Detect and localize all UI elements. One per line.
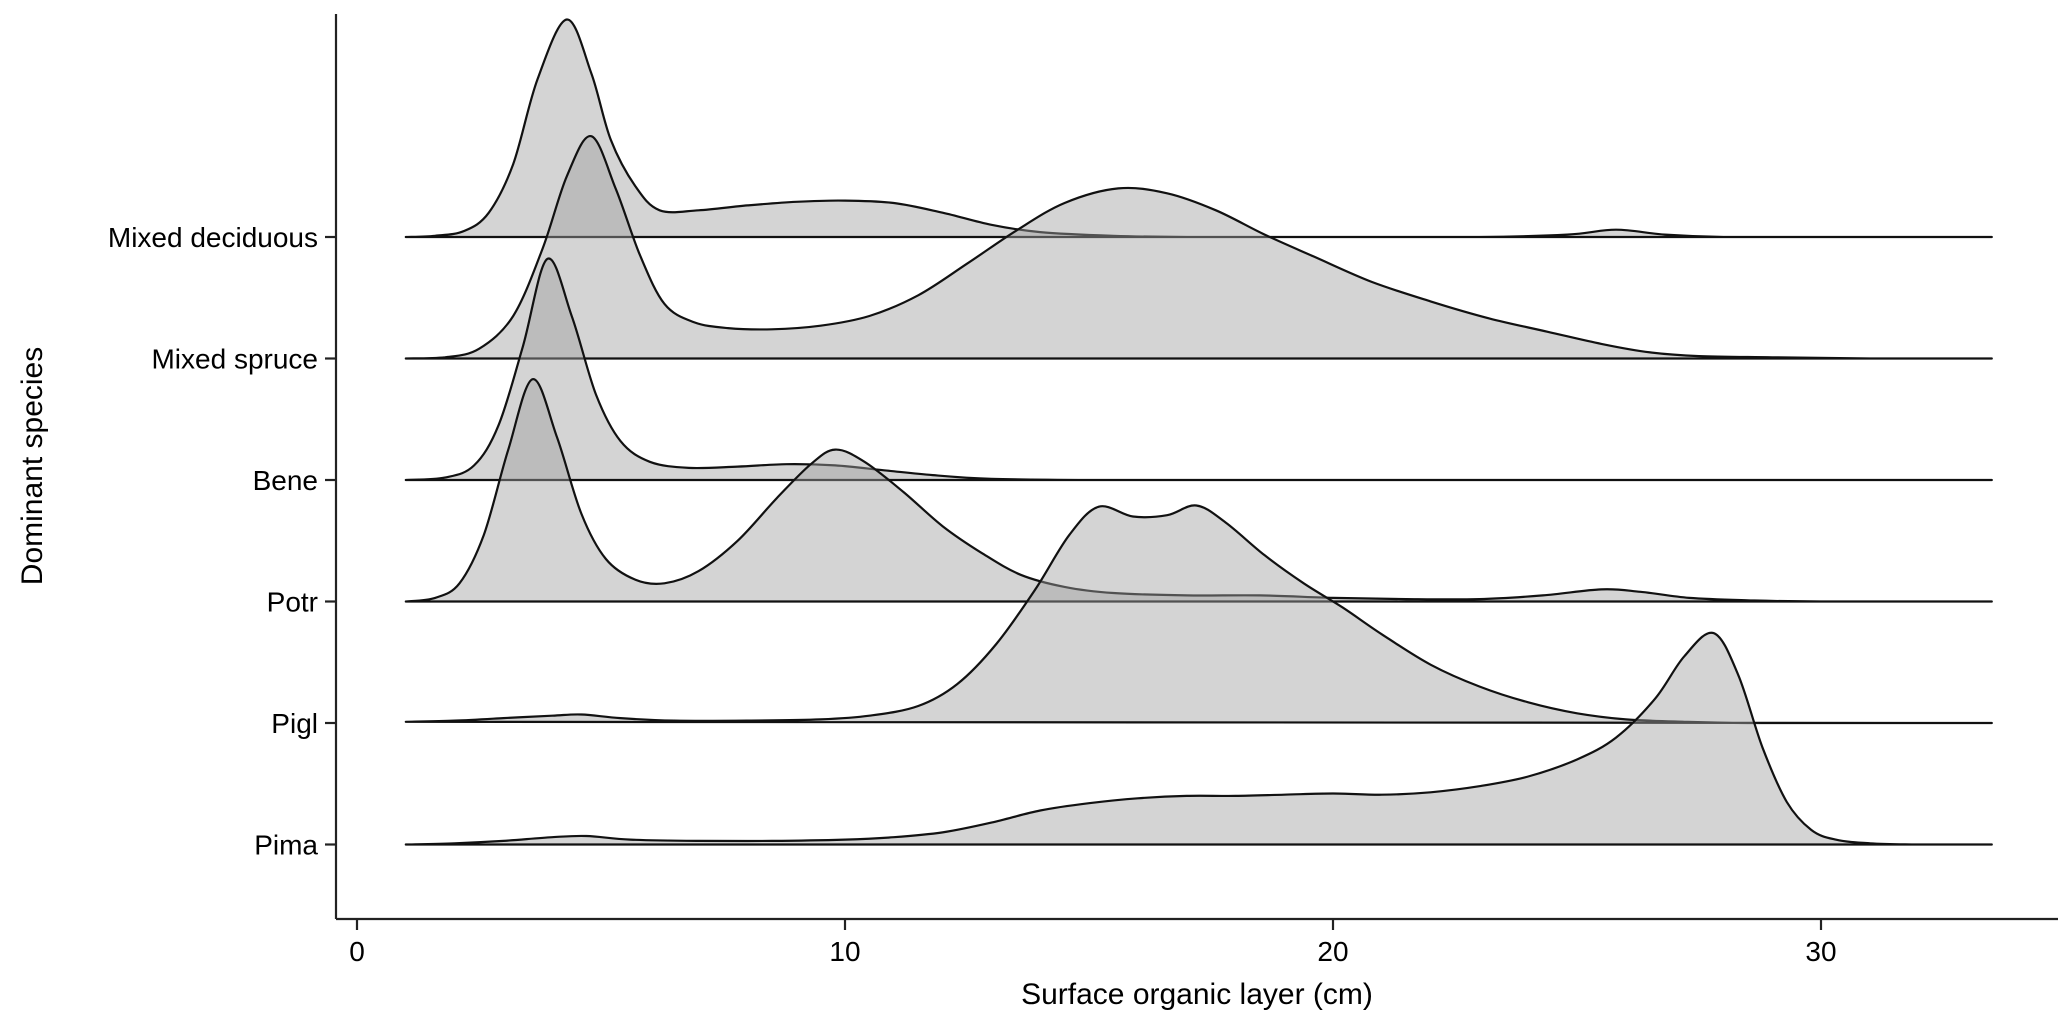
x-tick-label: 0 <box>349 936 365 967</box>
y-tick-label-pigl: Pigl <box>271 708 318 739</box>
x-tick-label: 30 <box>1805 936 1836 967</box>
y-axis-title: Dominant species <box>16 347 49 585</box>
y-tick-label-pima: Pima <box>254 830 318 861</box>
ridge-mixed-deciduous <box>404 18 1993 239</box>
x-axis-title: Surface organic layer (cm) <box>1021 978 1373 1011</box>
x-tick-label: 10 <box>829 936 860 967</box>
ridge-pigl <box>404 504 1993 725</box>
y-tick-label-mixed-deciduous: Mixed deciduous <box>108 222 318 253</box>
y-tick-label-bene: Bene <box>253 465 318 496</box>
ridge-pima <box>404 631 1993 846</box>
y-tick-label-mixed-spruce: Mixed spruce <box>151 344 318 375</box>
y-tick-label-potr: Potr <box>267 587 318 618</box>
x-tick-label: 20 <box>1317 936 1348 967</box>
ridge-potr <box>404 378 1993 603</box>
ridge-mixed-spruce <box>404 135 1993 360</box>
